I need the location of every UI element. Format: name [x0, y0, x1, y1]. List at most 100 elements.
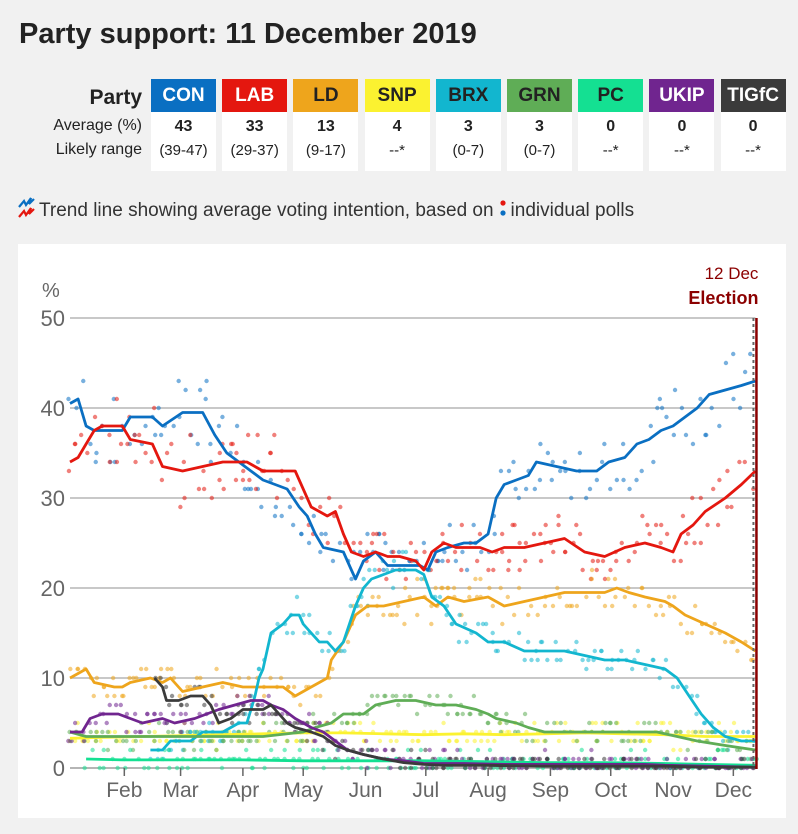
poll-dot-ld [528, 603, 534, 609]
poll-dot-brx [635, 648, 641, 654]
poll-dot-ld [709, 630, 714, 636]
poll-dot-lab [151, 405, 157, 411]
poll-dot-brx [361, 576, 366, 582]
poll-dot-pc [487, 747, 493, 753]
poll-dot-brx [400, 549, 405, 555]
poll-dot-brx [302, 630, 307, 636]
poll-dot-con [93, 459, 98, 465]
poll-dot-lab [125, 441, 130, 447]
poll-dot-grn [626, 738, 631, 744]
poll-dot-snp [85, 738, 91, 744]
poll-dot-pc [315, 747, 320, 753]
poll-dot-pc [291, 765, 296, 771]
poll-tracker-chart: 0 10 20 30 40 50% Feb Mar Apr May Jun Jul Aug Sep Oct N… [41, 264, 759, 802]
poll-dot-ld [75, 666, 80, 672]
poll-dot-con [639, 468, 644, 474]
poll-dot-con [717, 423, 722, 429]
election-date-label: 12 Dec [705, 264, 759, 283]
poll-dot-ukip [313, 738, 318, 744]
poll-dot-con [66, 396, 71, 402]
poll-dot-grn [471, 693, 477, 699]
poll-dot-pc [642, 756, 648, 762]
poll-dot-brx [403, 549, 409, 555]
poll-dot-tigfc [163, 684, 169, 690]
poll-dot-pc [128, 747, 133, 753]
poll-dot-con [460, 549, 465, 555]
poll-dot-grn [248, 738, 253, 744]
trend-line-con [69, 379, 756, 581]
poll-dot-pc [566, 756, 571, 762]
poll-dot-grn [198, 738, 203, 744]
poll-dot-con [690, 441, 696, 447]
poll-dot-brx [464, 639, 469, 645]
poll-dot-brx [609, 666, 614, 672]
poll-dot-con [365, 531, 370, 537]
poll-dot-lab [523, 558, 528, 564]
poll-dot-lab [403, 576, 409, 582]
poll-dot-snp [506, 729, 512, 735]
party-likely-range: --* [389, 142, 405, 159]
poll-dot-lab [182, 495, 187, 501]
poll-dot-snp [556, 738, 562, 744]
poll-dot-ukip [247, 693, 252, 699]
poll-dot-snp [164, 738, 169, 744]
poll-dot-pc [708, 756, 713, 762]
poll-dot-ld [487, 585, 492, 591]
poll-dot-ukip [683, 756, 689, 762]
poll-dot-con [709, 405, 714, 411]
poll-dot-pc [167, 765, 172, 771]
election-event-label: Election [688, 288, 758, 308]
poll-dot-tigfc [241, 711, 246, 717]
poll-dot-brx [629, 666, 635, 672]
poll-dot-pc [339, 765, 345, 771]
poll-dot-brx [326, 648, 331, 654]
poll-dot-con [550, 459, 555, 465]
y-tick-label: 20 [41, 576, 65, 601]
poll-dot-snp [357, 720, 363, 726]
poll-dot-brx [619, 648, 624, 654]
poll-dot-snp [686, 729, 691, 735]
poll-dot-con [208, 441, 213, 447]
poll-dot-ld [298, 702, 303, 708]
poll-dot-pc [250, 765, 255, 771]
poll-dot-snp [535, 738, 541, 744]
party-column-tigfc: TIGfC 0 --* [720, 79, 786, 171]
poll-dot-grn [185, 729, 190, 735]
poll-dot-con [396, 549, 402, 555]
poll-dot-con [440, 558, 445, 564]
poll-dot-lab [241, 468, 246, 474]
poll-dot-pc [185, 765, 190, 771]
poll-dot-brx [256, 666, 262, 672]
poll-dot-lab [217, 477, 222, 483]
poll-dot-con [664, 414, 669, 420]
poll-dot-snp [410, 738, 415, 744]
poll-dot-snp [464, 738, 470, 744]
poll-dot-ld [381, 612, 386, 618]
poll-dot-con [204, 378, 209, 384]
poll-dot-ukip [93, 720, 98, 726]
poll-dot-lab [201, 468, 206, 474]
poll-dot-grn [209, 738, 215, 744]
poll-dot-lab [358, 540, 363, 546]
poll-dot-con [287, 504, 293, 510]
poll-dot-ld [68, 666, 73, 672]
poll-dot-con [577, 450, 583, 456]
poll-dot-grn [229, 738, 234, 744]
poll-dot-ld [121, 693, 126, 699]
poll-dot-ld [660, 612, 666, 618]
poll-dot-con [156, 405, 161, 411]
poll-dot-con [176, 378, 181, 384]
poll-dot-lab [326, 495, 332, 501]
poll-dot-lab [107, 459, 112, 465]
poll-dot-ld [658, 603, 664, 609]
party-likely-range: --* [602, 142, 619, 159]
poll-dot-tigfc [217, 711, 223, 717]
poll-dot-snp [479, 738, 484, 744]
poll-dot-snp [661, 720, 666, 726]
poll-dot-ld [198, 675, 203, 681]
poll-dot-lab [92, 414, 98, 420]
poll-dot-ld [498, 585, 503, 591]
poll-dot-ld [525, 612, 531, 618]
poll-dot-lab [523, 540, 529, 546]
poll-dot-con [383, 540, 388, 546]
